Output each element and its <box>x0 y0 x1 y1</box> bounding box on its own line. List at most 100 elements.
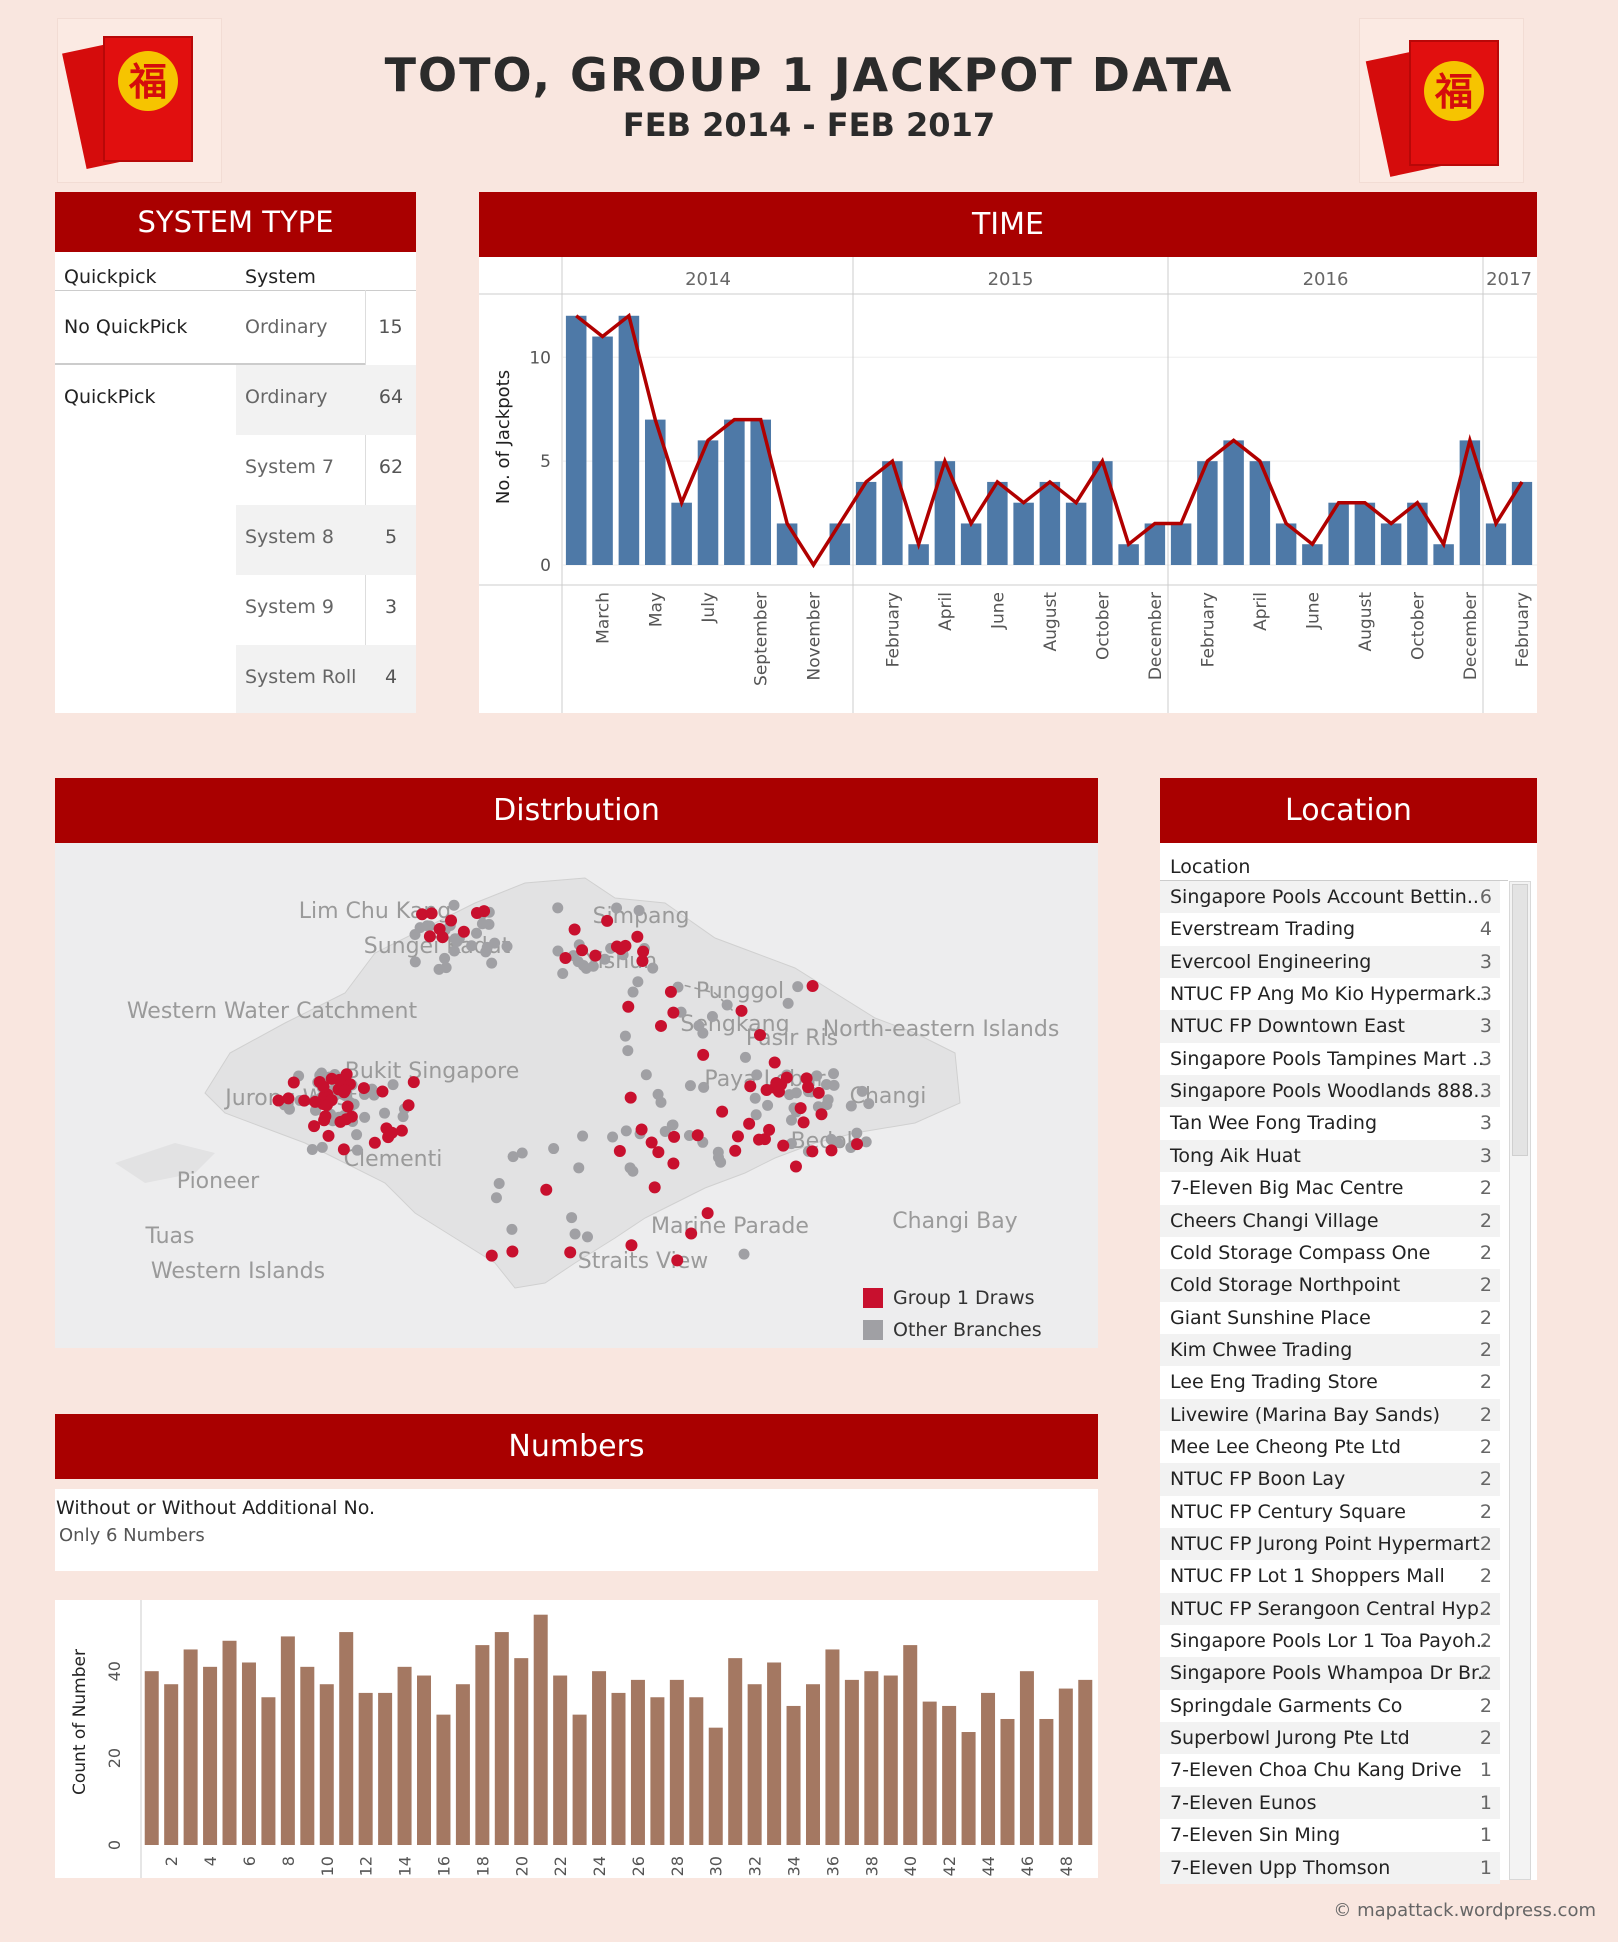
location-row[interactable]: NTUC FP Ang Mo Kio Hypermark.. 3 <box>1160 978 1500 1010</box>
distribution-map[interactable]: Lim Chu Kang Sungei Kadut Western Water Ca… <box>55 843 1098 1348</box>
number-bar <box>261 1697 276 1845</box>
jackpot-dot <box>445 914 458 927</box>
jackpot-dot <box>671 1254 684 1267</box>
time-bar <box>644 419 666 565</box>
location-row[interactable]: Kim Chwee Trading 2 <box>1160 1333 1500 1367</box>
location-row[interactable]: NTUC FP Century Square 2 <box>1160 1496 1500 1528</box>
location-row[interactable]: Cheers Changi Village 2 <box>1160 1204 1500 1237</box>
x-tick-label: 4 <box>201 1856 220 1866</box>
y-tick-label: 0 <box>540 556 551 576</box>
branch-dot <box>440 962 452 974</box>
location-row[interactable]: Livewire (Marina Bay Sands) 2 <box>1160 1398 1500 1431</box>
number-bar <box>455 1684 470 1845</box>
location-count: 3 <box>1479 1080 1492 1103</box>
filter-value[interactable]: Only 6 Numbers <box>59 1525 205 1546</box>
location-row[interactable]: Superbowl Jurong Pte Ltd 2 <box>1160 1722 1500 1755</box>
location-row[interactable]: 7-Eleven Upp Thomson 1 <box>1160 1851 1500 1884</box>
number-bar <box>864 1671 879 1845</box>
location-row[interactable]: Giant Sunshine Place 2 <box>1160 1302 1500 1334</box>
location-count: 2 <box>1479 1403 1492 1426</box>
location-row[interactable]: Cold Storage Compass One 2 <box>1160 1237 1500 1269</box>
month-tick-label: December <box>1146 592 1166 680</box>
jackpot-dot <box>506 1245 519 1258</box>
branch-dot <box>569 1228 581 1240</box>
location-row[interactable]: Mee Lee Cheong Pte Ltd 2 <box>1160 1431 1500 1463</box>
y-tick-label: 0 <box>105 1840 124 1850</box>
location-scrollbar[interactable] <box>1509 881 1531 1880</box>
location-row[interactable]: Singapore Pools Account Bettin.. 6 <box>1160 881 1500 914</box>
branch-dot <box>860 1136 872 1148</box>
time-bar <box>1459 440 1481 565</box>
jackpot-dot <box>345 1110 358 1123</box>
location-row[interactable]: Springdale Garments Co 2 <box>1160 1690 1500 1722</box>
location-row[interactable]: NTUC FP Boon Lay 2 <box>1160 1463 1500 1496</box>
number-bar <box>689 1697 704 1845</box>
jackpot-dot <box>376 1085 389 1098</box>
branch-dot <box>379 1107 391 1119</box>
branch-dot <box>715 1156 727 1168</box>
branch-dot <box>552 902 564 914</box>
location-row[interactable]: Singapore Pools Lor 1 Toa Payoh.. 2 <box>1160 1625 1500 1657</box>
location-row[interactable]: 7-Eleven Sin Ming 1 <box>1160 1819 1500 1851</box>
jackpot-dot <box>631 930 644 943</box>
location-row[interactable]: NTUC FP Lot 1 Shoppers Mall 2 <box>1160 1560 1500 1592</box>
location-row[interactable]: 7-Eleven Choa Chu Kang Drive 1 <box>1160 1754 1500 1786</box>
time-bar <box>592 336 613 565</box>
branch-dot <box>820 1078 832 1090</box>
location-row[interactable]: Tong Aik Huat 3 <box>1160 1139 1500 1173</box>
map-place-label: Straits View <box>578 1249 709 1274</box>
jackpot-dot <box>540 1183 553 1196</box>
month-tick-label: November <box>804 592 824 680</box>
year-label: 2016 <box>1303 269 1349 290</box>
location-row[interactable]: NTUC FP Downtown East 3 <box>1160 1010 1500 1043</box>
jackpot-dot <box>648 1181 661 1194</box>
location-name: NTUC FP Lot 1 Shoppers Mall <box>1170 1565 1445 1588</box>
location-row[interactable]: 7-Eleven Big Mac Centre 2 <box>1160 1172 1500 1204</box>
number-bar <box>1019 1671 1034 1845</box>
location-name: NTUC FP Serangoon Central Hyp.. <box>1170 1597 1491 1620</box>
map-place-label: Western Water Catchment <box>127 999 418 1024</box>
location-row[interactable]: 7-Eleven Eunos 1 <box>1160 1786 1500 1820</box>
numbers-filter[interactable]: Without or Without Additional No. Only 6… <box>55 1489 1098 1571</box>
location-row[interactable]: Singapore Pools Whampoa Dr Br.. 2 <box>1160 1657 1500 1690</box>
location-count: 1 <box>1479 1759 1492 1782</box>
branch-dot <box>449 933 461 945</box>
month-tick-label: June <box>1303 592 1323 630</box>
location-table: Location Singapore Pools Account Bettin.… <box>1160 843 1537 1884</box>
location-name: Singapore Pools Account Bettin.. <box>1170 886 1479 908</box>
location-count: 2 <box>1479 1435 1492 1458</box>
location-row[interactable]: Evercool Engineering 3 <box>1160 945 1500 979</box>
system-value: 64 <box>378 386 404 408</box>
jackpot-dot <box>601 914 614 927</box>
jackpot-dot <box>407 1076 420 1089</box>
y-tick-label: 40 <box>105 1661 124 1681</box>
month-tick-label: February <box>1198 592 1218 667</box>
location-row[interactable]: Cold Storage Northpoint 2 <box>1160 1269 1500 1302</box>
location-row[interactable]: NTUC FP Jurong Point Hypermart 2 <box>1160 1528 1500 1561</box>
credit-text: © mapattack.wordpress.com <box>1333 1900 1596 1921</box>
x-tick-label: 12 <box>357 1856 376 1876</box>
number-bar <box>961 1732 976 1845</box>
jackpot-dot <box>851 1138 864 1151</box>
jackpot-dot <box>337 1143 350 1156</box>
location-row[interactable]: NTUC FP Serangoon Central Hyp.. 2 <box>1160 1592 1500 1626</box>
location-name: Superbowl Jurong Pte Ltd <box>1170 1727 1410 1750</box>
system-value: 62 <box>378 456 404 478</box>
x-tick-label: 30 <box>707 1856 726 1876</box>
location-row[interactable]: Everstream Trading 4 <box>1160 913 1500 945</box>
location-row[interactable]: Singapore Pools Tampines Mart .. 3 <box>1160 1043 1500 1075</box>
scrollbar-thumb[interactable] <box>1512 884 1528 1156</box>
location-count: 2 <box>1479 1338 1492 1361</box>
jackpot-dot <box>654 1019 667 1032</box>
year-label: 2014 <box>685 269 731 290</box>
jackpot-dot <box>478 905 491 918</box>
jackpot-dot <box>716 1105 729 1118</box>
time-bar <box>1013 502 1034 565</box>
branch-dot <box>552 945 564 957</box>
location-row[interactable]: Singapore Pools Woodlands 888.. 3 <box>1160 1075 1500 1108</box>
location-row[interactable]: Lee Eng Trading Store 2 <box>1160 1366 1500 1398</box>
jackpot-dot <box>457 925 470 938</box>
location-row[interactable]: Tan Wee Fong Trading 3 <box>1160 1107 1500 1139</box>
jackpot-dot <box>731 1130 744 1143</box>
